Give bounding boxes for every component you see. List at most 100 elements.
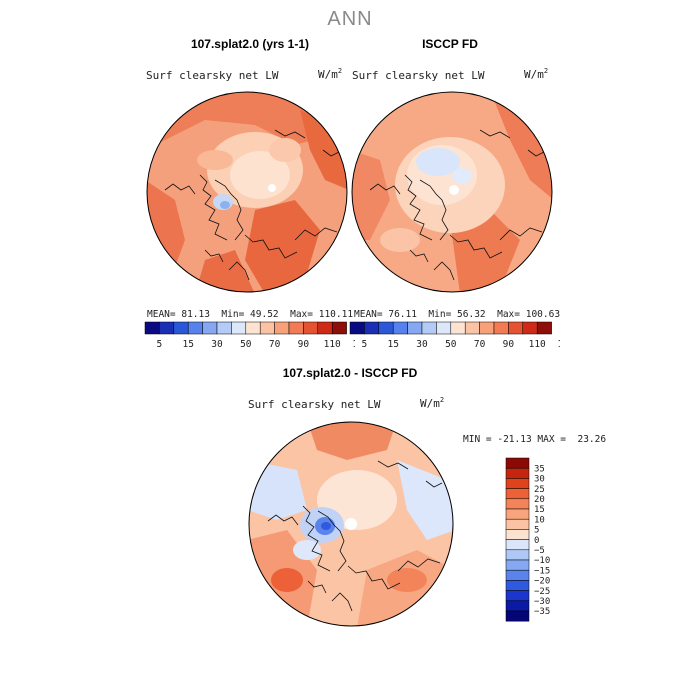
panel1-colorbar-tick-label: 15 — [182, 339, 193, 350]
diff-colorbar-tick-label: 20 — [534, 495, 545, 505]
panel2-colorbar-box — [349, 321, 365, 335]
diff-colorbar-box — [505, 518, 530, 530]
diff-colorbar-box — [505, 539, 530, 551]
panel1-colorbar-tick-label: 50 — [240, 339, 252, 350]
panel2-colorbar-box — [407, 321, 423, 335]
panel2-colorbar-tick-label: 15 — [387, 339, 398, 350]
panel1-colorbar-box — [274, 321, 290, 335]
panel1-colorbar-boxes — [144, 321, 347, 335]
diff-colorbar-tick-label: −35 — [534, 607, 550, 617]
panel2-polar-map — [351, 91, 553, 293]
panel1-colorbar-box — [231, 321, 247, 335]
diff-colorbar-tick-label: −10 — [534, 556, 550, 566]
diff-colorbar-boxes — [505, 457, 530, 622]
diff-colorbar-tick-label: 25 — [534, 485, 545, 495]
page-title: ANN — [327, 8, 373, 30]
panel2-colorbar-tick-label: 30 — [416, 339, 428, 350]
panel2-colorbar-tick-label: 110 — [529, 339, 546, 350]
diff-colorbar-box — [505, 478, 530, 489]
diff-colorbar-box — [505, 457, 530, 469]
diff-colorbar-tick-label: −30 — [534, 597, 550, 607]
diff-colorbar-tick-label: 0 — [534, 536, 539, 546]
diff-colorbar-box — [505, 600, 530, 612]
diff-colorbar-box — [505, 569, 530, 581]
panel2-colorbar-tick-label: 90 — [503, 339, 515, 350]
panel2-colorbar-box — [364, 321, 380, 335]
diff-colorbar-box — [505, 590, 530, 602]
panel2-colorbar-box — [493, 321, 509, 335]
diff-colorbar-box — [505, 559, 530, 571]
panel2-colorbar-tick-label: 50 — [445, 339, 457, 350]
diff-colorbar-box — [505, 529, 530, 540]
panel1-colorbar-box — [303, 321, 319, 335]
panel1-colorbar-box — [331, 321, 347, 335]
panel1-colorbar-box — [245, 321, 261, 335]
diff-colorbar-tick-label: 30 — [534, 475, 545, 485]
diff-colorbar-tick-label: 10 — [534, 515, 545, 525]
panel2-colorbar-box — [508, 321, 524, 335]
panel1-colorbar-box — [144, 321, 160, 335]
diff-colorbar-tick-label: 5 — [534, 526, 539, 536]
panel2-units: W/m2 — [524, 67, 549, 81]
panel1-colorbar-box — [288, 321, 304, 335]
panel1-title: 107.splat2.0 (yrs 1-1) — [190, 37, 310, 51]
panel1-colorbar-tick-label: 70 — [269, 339, 281, 350]
panel1-colorbar-box — [187, 321, 203, 335]
panel2-colorbar-box — [436, 321, 452, 335]
panel1-colorbar-tick-label: 110 — [324, 339, 341, 350]
panel1-units: W/m2 — [318, 67, 343, 81]
panel1-field-label: Surf clearsky net LW — [146, 69, 279, 82]
diff-field-label: Surf clearsky net LW — [248, 398, 381, 411]
panel2-field-label: Surf clearsky net LW — [352, 69, 485, 82]
panel2-colorbar-boxes — [349, 321, 552, 335]
panel1-colorbar: 5 15 30 50 70 90 110 130 — [144, 321, 355, 350]
panel2-colorbar-box — [479, 321, 495, 335]
diff-units: W/m2 — [420, 396, 445, 410]
panel2-colorbar: 5 15 30 50 70 90 110 130 — [349, 321, 560, 350]
panel1-colorbar-box — [173, 321, 189, 335]
diff-polar-map — [248, 421, 454, 627]
diff-colorbar-box — [505, 488, 530, 500]
panel2-colorbar-tick-label: 5 — [362, 339, 368, 350]
diff-colorbar-box — [505, 508, 530, 520]
panel2-colorbar-box — [421, 321, 437, 335]
diff-minmax: MIN = -21.13 MAX = 23.26 — [463, 434, 607, 445]
diff-colorbar-tick-label: −20 — [534, 577, 550, 587]
panel2-colorbar-box — [464, 321, 480, 335]
panel2-colorbar-box — [378, 321, 394, 335]
diff-colorbar-box — [505, 498, 530, 510]
panel2-colorbar-box — [450, 321, 466, 335]
panel1-colorbar-box — [317, 321, 333, 335]
panel1-colorbar-tick-label: 90 — [298, 339, 310, 350]
panel1-colorbar-box — [259, 321, 275, 335]
panel1-colorbar-box — [202, 321, 218, 335]
panel2-colorbar-tick-label: 70 — [474, 339, 486, 350]
panel2-colorbar-tick-label: 130 — [557, 339, 560, 350]
panel2-colorbar-ticks: 5 15 30 50 70 90 110 130 — [362, 339, 560, 350]
panel1-stats: MEAN= 81.13 Min= 49.52 Max= 110.11 — [147, 309, 354, 320]
diff-colorbar-tick-label: 15 — [534, 505, 545, 515]
diff-colorbar-tick-label: −25 — [534, 587, 550, 597]
diff-colorbar-box — [505, 467, 530, 479]
diff-colorbar-box — [505, 610, 530, 622]
diff-colorbar-tick-label: −15 — [534, 566, 550, 576]
diff-colorbar-box — [505, 580, 530, 591]
panel2-stats: MEAN= 76.11 Min= 56.32 Max= 100.63 — [354, 309, 561, 320]
panel2-title: ISCCP FD — [422, 37, 478, 51]
panel1-colorbar-box — [159, 321, 175, 335]
panel1-colorbar-ticks: 5 15 30 50 70 90 110 130 — [157, 339, 355, 350]
diff-colorbar-box — [505, 549, 530, 561]
panel1-colorbar-tick-label: 5 — [157, 339, 163, 350]
panel1-colorbar-tick-label: 130 — [352, 339, 355, 350]
panel1-polar-map — [146, 91, 348, 293]
diff-colorbar-tick-label: −5 — [534, 546, 545, 556]
panel1-colorbar-box — [216, 321, 232, 335]
panel1-colorbar-tick-label: 30 — [211, 339, 223, 350]
panel2-colorbar-box — [392, 321, 408, 335]
panel2-colorbar-box — [536, 321, 552, 335]
panel2-colorbar-box — [522, 321, 538, 335]
diff-colorbar-tick-label: 35 — [534, 464, 545, 474]
diff-panel-title: 107.splat2.0 - ISCCP FD — [282, 366, 418, 380]
